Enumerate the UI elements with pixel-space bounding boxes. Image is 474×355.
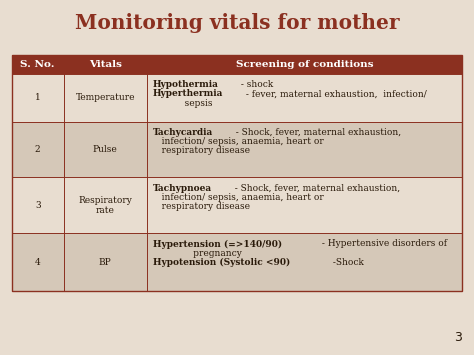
Text: S. No.: S. No. (20, 60, 55, 69)
Text: -Shock: -Shock (330, 258, 364, 267)
Text: Vitals: Vitals (89, 60, 122, 69)
Bar (12, 178, 462, 233)
Text: Tachypnoea: Tachypnoea (153, 184, 212, 193)
Text: - Hypertensive disorders of: - Hypertensive disorders of (319, 240, 447, 248)
Text: 3: 3 (454, 331, 462, 344)
Text: Temperature: Temperature (75, 93, 135, 102)
Bar (12, 74, 462, 122)
Text: 4: 4 (35, 258, 41, 267)
Text: Hypotension (Systolic <90): Hypotension (Systolic <90) (153, 258, 290, 267)
Text: - shock: - shock (237, 80, 273, 89)
Bar (12, 122, 462, 178)
Text: Screening of conditions: Screening of conditions (236, 60, 374, 69)
Text: Monitoring vitals for mother: Monitoring vitals for mother (75, 13, 399, 33)
Text: Hypothermia: Hypothermia (153, 80, 219, 89)
Text: pregnancy: pregnancy (153, 249, 241, 258)
Text: 1: 1 (35, 93, 41, 102)
Text: respiratory disease: respiratory disease (153, 147, 250, 155)
Text: - fever, maternal exhaustion,  infection/: - fever, maternal exhaustion, infection/ (244, 89, 427, 98)
Bar (12, 55, 462, 74)
Text: 3: 3 (35, 201, 41, 210)
Text: Hyperthermia: Hyperthermia (153, 89, 223, 98)
Bar (12, 233, 462, 291)
Text: respiratory disease: respiratory disease (153, 202, 250, 211)
Text: Respiratory
rate: Respiratory rate (78, 196, 132, 215)
Text: infection/ sepsis, anaemia, heart or: infection/ sepsis, anaemia, heart or (153, 193, 323, 202)
Text: sepsis: sepsis (153, 99, 212, 108)
Text: 2: 2 (35, 145, 41, 154)
Text: - Shock, fever, maternal exhaustion,: - Shock, fever, maternal exhaustion, (229, 184, 400, 193)
Text: Tachycardia: Tachycardia (153, 128, 213, 137)
Text: Pulse: Pulse (93, 145, 118, 154)
Bar (12, 55, 462, 291)
Text: Hypertension (=>140/90): Hypertension (=>140/90) (153, 240, 282, 248)
Text: infection/ sepsis, anaemia, heart or: infection/ sepsis, anaemia, heart or (153, 137, 323, 146)
Text: BP: BP (99, 258, 112, 267)
Text: - Shock, fever, maternal exhaustion,: - Shock, fever, maternal exhaustion, (230, 128, 401, 137)
